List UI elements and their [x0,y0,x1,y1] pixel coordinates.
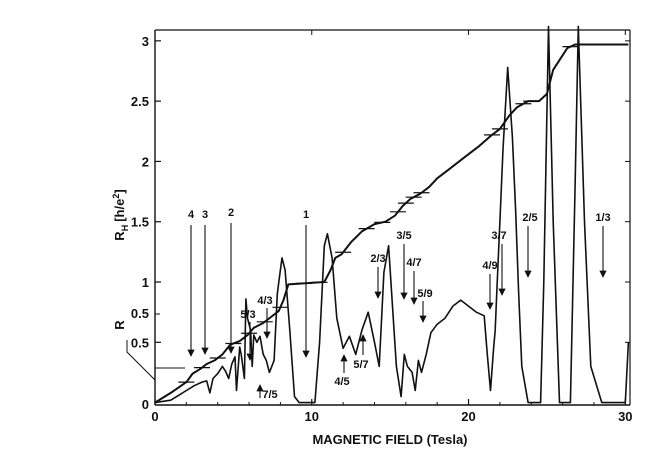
fraction-arrow-head [486,302,494,310]
fraction-arrow-head [359,334,367,342]
fraction-arrow-head [498,288,506,296]
fraction-arrow-head [256,384,264,392]
fraction-label: 3 [202,209,208,221]
y-low-tick-label: 0 [142,397,149,412]
fraction-label: 4/7 [406,257,421,269]
fraction-arrow-head [374,291,382,299]
fraction-arrow-head [400,292,408,300]
fraction-arrow-head [187,349,195,357]
y-axis-title: RH [h/e2] [111,189,130,240]
fraction-label: 2/3 [370,253,385,265]
y-tick-label: 3 [142,34,149,49]
fraction-label: 5/9 [417,288,432,300]
fraction-label: 4 [188,209,195,221]
y-tick-label: 1.5 [131,215,149,230]
fraction-label: 1/3 [595,212,610,224]
fraction-label: 4/3 [257,295,272,307]
fraction-arrow-head [302,350,310,358]
x-tick-label: 10 [305,409,319,424]
fraction-label: 2 [228,207,234,219]
x-axis-title: MAGNETIC FIELD (Tesla) [312,432,467,447]
hall-resistance-line [154,43,629,404]
fraction-arrow-head [340,354,348,362]
fraction-arrow-head [419,315,427,323]
y-low-tick-label: 0.5 [131,306,149,321]
fraction-label: 5/7 [353,359,368,371]
fraction-arrow-head [524,270,532,278]
y-axis-title-unit: [h/e [112,199,127,222]
y-tick-label: 0.5 [131,335,149,350]
y-tick-label: 2 [142,154,149,169]
fraction-label: 3/5 [396,230,411,242]
y-axis-title-close: ] [112,189,127,193]
x-tick-label: 0 [151,409,158,424]
fraction-label: 3/7 [491,230,506,242]
y-axis-title-sub: H [120,225,130,232]
fraction-label: 4/9 [482,260,497,272]
y-axis-title-main: R [112,231,127,241]
fraction-arrow-head [246,353,254,361]
y-axis-title-sup: 2 [111,194,121,199]
fraction-label: 4/5 [334,376,349,388]
x-tick-label: 30 [618,409,632,424]
fraction-annotations: 4 3 2 1 5/34/3 7/5 4/5 2/3 5/7 3/5 4/7 5/9 4/9 3/7 2/5… [187,207,611,401]
fraction-arrow-head [263,331,271,339]
fraction-arrow-head [599,270,607,278]
y-tick-label: 1 [142,275,149,290]
fraction-label: 5/3 [240,309,255,321]
fraction-label: 2/5 [522,212,537,224]
fraction-arrow-head [410,297,418,305]
fraction-label: 7/5 [262,389,277,401]
fraction-label: 1 [303,209,309,221]
y-axis-low-title: R [112,320,127,330]
x-tick-label: 20 [461,409,475,424]
y-tick-label: 2.5 [131,94,149,109]
fraction-arrow-head [227,346,235,354]
fraction-arrow-head [201,347,209,355]
scale-bracket [126,340,156,381]
